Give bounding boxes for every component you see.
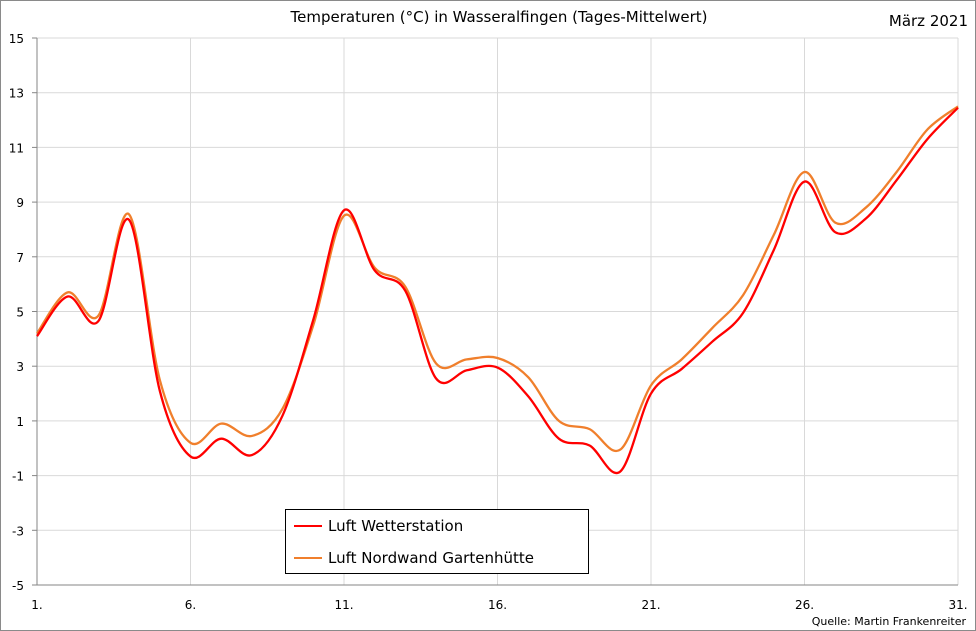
y-tick-label: 9 <box>16 196 24 210</box>
legend-swatch <box>294 557 322 559</box>
x-tick-label: 16. <box>488 598 507 612</box>
x-tick-label: 11. <box>334 598 353 612</box>
x-tick-label: 21. <box>641 598 660 612</box>
legend-label: Luft Nordwand Gartenhütte <box>328 549 534 567</box>
y-tick-label: 13 <box>9 87 24 101</box>
chart-title: Temperaturen (°C) in Wasseralfingen (Tag… <box>290 8 708 26</box>
legend-item-gartenhuette: Luft Nordwand Gartenhütte <box>294 549 534 567</box>
y-tick-label: 7 <box>16 251 24 265</box>
source-note: Quelle: Martin Frankenreiter <box>811 615 966 628</box>
legend: Luft Wetterstation Luft Nordwand Gartenh… <box>285 509 589 574</box>
y-tick-label: -3 <box>12 524 24 538</box>
x-tick-label: 31. <box>948 598 967 612</box>
x-tick-label: 26. <box>795 598 814 612</box>
y-tick-label: 5 <box>16 306 24 320</box>
legend-swatch <box>294 525 322 527</box>
series-line-luft-nordwand-gartenh-tte <box>36 105 959 453</box>
legend-item-wetterstation: Luft Wetterstation <box>294 517 463 535</box>
series-line-luft-wetterstation <box>36 106 959 475</box>
y-tick-label: -1 <box>12 470 24 484</box>
y-tick-label: -5 <box>12 579 24 593</box>
y-tick-label: 15 <box>9 32 24 46</box>
y-tick-label: 11 <box>9 141 24 155</box>
chart-subtitle: März 2021 <box>888 12 968 30</box>
y-tick-label: 1 <box>16 415 24 429</box>
x-tick-label: 6. <box>185 598 196 612</box>
y-tick-label: 3 <box>16 360 24 374</box>
legend-label: Luft Wetterstation <box>328 517 464 535</box>
x-tick-label: 1. <box>31 598 42 612</box>
